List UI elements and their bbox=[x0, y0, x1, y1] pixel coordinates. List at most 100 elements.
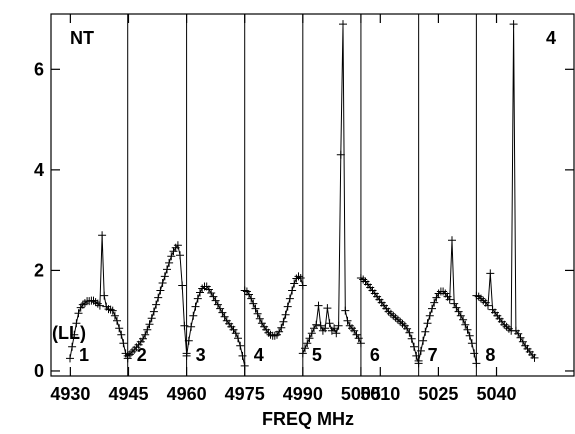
panel-7-point-15 bbox=[448, 236, 456, 245]
panel-2-point-10 bbox=[145, 320, 154, 329]
panel-1-point-16 bbox=[100, 291, 109, 300]
panel-3: 3 bbox=[182, 282, 249, 370]
x-axis-label: FREQ MHz bbox=[262, 409, 354, 429]
panel-5-point-4 bbox=[307, 329, 316, 338]
panel-1-label: 1 bbox=[79, 345, 89, 365]
panel-2-point-8 bbox=[141, 330, 150, 339]
panel-5-point-20 bbox=[343, 316, 352, 325]
panel-2-point-26 bbox=[180, 321, 189, 330]
polarization-label: (LL) bbox=[52, 323, 86, 343]
panel-3-point-15 bbox=[216, 304, 225, 313]
panel-4-point-16 bbox=[275, 327, 284, 336]
panel-7-point-3 bbox=[421, 327, 430, 336]
panel-1-point-23 bbox=[115, 324, 124, 333]
panel-4-point-8 bbox=[257, 319, 266, 328]
x-tick-label-5010: 5010 bbox=[360, 384, 400, 404]
panel-6-point-22 bbox=[407, 334, 416, 343]
panel-4-point-5 bbox=[251, 304, 260, 313]
panel-5-point-14 bbox=[330, 324, 339, 333]
panel-4-point-17 bbox=[277, 323, 286, 332]
panel-6-point-20 bbox=[403, 324, 412, 333]
panel-8-point-6 bbox=[486, 269, 495, 278]
panel-2-point-20 bbox=[167, 252, 176, 261]
panel-5-point-17 bbox=[336, 150, 345, 159]
panel-4-point-4 bbox=[249, 299, 258, 308]
panel-2-point-15 bbox=[156, 286, 165, 295]
corner-label-right: 4 bbox=[546, 28, 556, 48]
panel-5: 5 bbox=[298, 20, 365, 365]
panel-7-point-8 bbox=[432, 293, 441, 302]
panel-1-point-14 bbox=[95, 301, 104, 310]
panel-3-point-23 bbox=[234, 334, 242, 343]
panel-6-point-24 bbox=[412, 351, 421, 360]
y-tick-label-2: 2 bbox=[34, 260, 44, 280]
panel-2-point-19 bbox=[165, 258, 174, 267]
panel-3-point-3 bbox=[189, 311, 198, 320]
panel-4-label: 4 bbox=[254, 345, 264, 365]
y-tick-label-0: 0 bbox=[34, 361, 44, 381]
panel-4-point-6 bbox=[253, 309, 262, 318]
panel-5-point-7 bbox=[314, 301, 323, 310]
panel-7-point-24 bbox=[467, 339, 476, 348]
panel-4-point-23 bbox=[290, 279, 299, 288]
panel-5-point-19 bbox=[341, 306, 350, 315]
panel-8: 8 bbox=[472, 20, 539, 365]
panel-8-point-16 bbox=[509, 20, 518, 29]
panel-3-point-26 bbox=[240, 361, 249, 370]
panel-7-point-23 bbox=[465, 331, 474, 340]
panel-7-point-7 bbox=[430, 298, 439, 307]
panel-2-point-25 bbox=[178, 281, 187, 290]
panel-3-point-25 bbox=[238, 351, 247, 360]
panel-2-point-17 bbox=[160, 272, 169, 281]
panel-3-point-17 bbox=[220, 312, 229, 321]
panel-7-point-1 bbox=[416, 346, 425, 355]
panel-2: 2 bbox=[123, 241, 191, 365]
panel-2-point-18 bbox=[163, 265, 171, 274]
panel-5-point-0 bbox=[298, 349, 307, 358]
x-tick-label-4960: 4960 bbox=[167, 384, 207, 404]
panel-7-point-22 bbox=[463, 325, 472, 334]
corner-label-left: NT bbox=[70, 28, 94, 48]
panel-8-point-25 bbox=[530, 353, 539, 362]
panel-5-point-2 bbox=[303, 339, 312, 348]
panel-5-point-16 bbox=[334, 321, 343, 330]
panel-5-label: 5 bbox=[312, 345, 322, 365]
panel-4-point-19 bbox=[281, 310, 290, 319]
panel-4-point-21 bbox=[285, 294, 294, 303]
panel-5-point-26 bbox=[356, 339, 365, 348]
panel-5-point-25 bbox=[354, 334, 363, 343]
panel-2-point-12 bbox=[149, 307, 158, 316]
panel-2-point-2 bbox=[128, 347, 137, 356]
panel-6: 6 bbox=[356, 274, 423, 368]
panel-5-point-8 bbox=[316, 321, 325, 330]
panel-5-point-12 bbox=[325, 319, 334, 328]
panel-7-point-4 bbox=[423, 319, 432, 328]
panel-1: 1 bbox=[66, 231, 132, 365]
panel-3-point-12 bbox=[209, 292, 218, 301]
panel-1-point-12 bbox=[91, 298, 100, 307]
panel-2-point-24 bbox=[176, 251, 184, 260]
panel-3-point-4 bbox=[191, 302, 200, 311]
panel-1-point-13 bbox=[93, 299, 102, 308]
panel-7-point-25 bbox=[470, 349, 479, 358]
panel-2-point-16 bbox=[158, 279, 167, 287]
panel-3-point-2 bbox=[187, 322, 196, 331]
panel-1-line bbox=[69, 235, 129, 359]
panel-3-point-24 bbox=[236, 341, 245, 350]
panel-2-line bbox=[127, 244, 188, 357]
y-tick-label-4: 4 bbox=[34, 160, 44, 180]
panel-7-point-0 bbox=[414, 356, 423, 365]
panel-7-point-26 bbox=[472, 359, 481, 368]
panel-3-point-1 bbox=[184, 336, 193, 345]
panel-7-label: 7 bbox=[428, 345, 438, 365]
panel-5-line bbox=[302, 24, 362, 354]
x-tick-label-4945: 4945 bbox=[108, 384, 148, 404]
panel-3-point-6 bbox=[196, 288, 204, 297]
panel-4-point-27 bbox=[298, 281, 307, 290]
panel-5-point-15 bbox=[332, 329, 341, 338]
panel-dividers bbox=[127, 14, 477, 376]
x-tick-label-5025: 5025 bbox=[418, 384, 458, 404]
panel-1-point-0 bbox=[66, 354, 74, 363]
panel-4: 4 bbox=[240, 272, 307, 365]
